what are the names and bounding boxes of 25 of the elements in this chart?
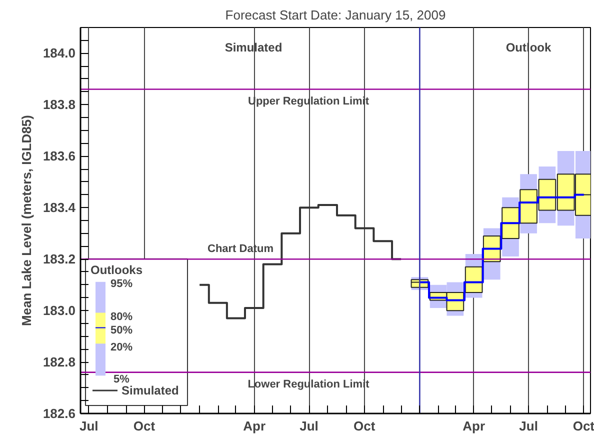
x-tick-label: Apr: [462, 418, 486, 434]
y-tick-label: 183.0: [42, 303, 76, 318]
y-tick-label: 183.4: [42, 200, 76, 216]
x-tick-label: Oct: [354, 418, 376, 434]
y-tick-label: 183.8: [42, 97, 76, 112]
x-tick-label: Oct: [133, 418, 156, 434]
x-tick-label: Jul: [300, 418, 318, 434]
y-axis-title: Mean Lake Level (meters, IGLD85): [18, 115, 34, 326]
y-tick-label: 183.2: [42, 252, 76, 267]
y-tick-label: 183.6: [42, 148, 76, 164]
legend-label: Simulated: [122, 384, 179, 398]
x-tick-label: Apr: [243, 418, 266, 434]
annotation: 50%: [110, 324, 133, 337]
x-tick-label: Jul: [80, 418, 98, 434]
annotation: 95%: [110, 278, 133, 290]
x-tick-label: Oct: [572, 418, 594, 434]
x-tick-label: Jul: [519, 418, 538, 434]
y-tick-label: 182.8: [42, 354, 76, 370]
annotation: 5%: [114, 374, 130, 386]
chart-title: Forecast Start Date: January 15, 2009: [225, 8, 446, 22]
annotation: 80%: [110, 310, 133, 323]
legend-title: Outlooks: [90, 262, 143, 277]
y-tick-label: 184.0: [42, 46, 76, 61]
y-tick-label: 182.6: [42, 406, 76, 421]
annotation: 20%: [110, 342, 133, 354]
